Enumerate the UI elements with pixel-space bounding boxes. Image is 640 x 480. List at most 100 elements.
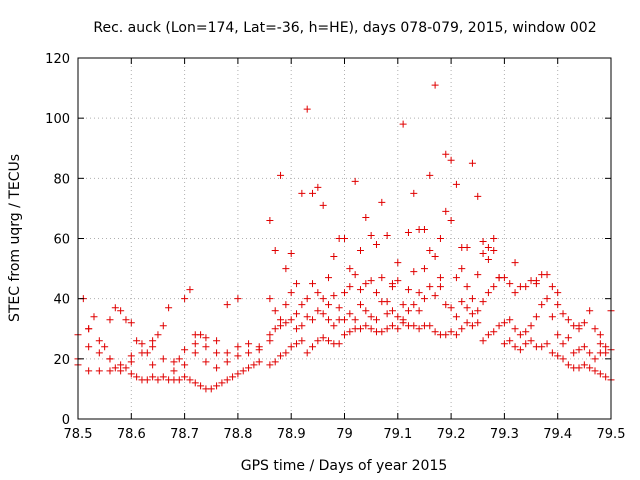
- data-point: [309, 280, 317, 288]
- data-point: [191, 349, 199, 357]
- data-point: [277, 171, 285, 179]
- data-point: [463, 304, 471, 312]
- data-point: [490, 328, 498, 336]
- data-point: [543, 271, 551, 279]
- data-point: [266, 331, 274, 339]
- data-point: [447, 304, 455, 312]
- data-point: [420, 225, 428, 233]
- data-point: [346, 265, 354, 273]
- data-point: [255, 346, 263, 354]
- data-point: [154, 331, 162, 339]
- data-point: [181, 361, 189, 369]
- x-tick-label: 78.7: [170, 427, 199, 442]
- data-point: [511, 343, 519, 351]
- data-point: [191, 340, 199, 348]
- data-point: [463, 319, 471, 327]
- data-point: [554, 352, 562, 360]
- data-point: [314, 289, 322, 297]
- data-point: [420, 265, 428, 273]
- data-point: [559, 340, 567, 348]
- data-point: [506, 337, 514, 345]
- data-point: [138, 349, 146, 357]
- data-point: [575, 346, 583, 354]
- data-point: [85, 343, 93, 351]
- data-point: [250, 361, 258, 369]
- data-point: [207, 385, 215, 393]
- data-point: [159, 373, 167, 381]
- data-point: [559, 355, 567, 363]
- data-point: [420, 295, 428, 303]
- data-point: [564, 316, 572, 324]
- data-point: [522, 283, 530, 291]
- data-point: [372, 289, 380, 297]
- data-point: [580, 343, 588, 351]
- data-point: [554, 289, 562, 297]
- data-point: [415, 307, 423, 315]
- data-point: [266, 361, 274, 369]
- data-point: [580, 361, 588, 369]
- data-point: [202, 334, 210, 342]
- data-point: [490, 283, 498, 291]
- data-point: [341, 331, 348, 339]
- data-point: [175, 376, 183, 384]
- data-point: [490, 235, 498, 242]
- data-point: [356, 247, 364, 255]
- data-point: [564, 361, 572, 369]
- data-point: [394, 313, 402, 321]
- x-tick-label: 79.2: [437, 427, 466, 442]
- data-point: [362, 280, 370, 288]
- data-point: [319, 334, 327, 342]
- data-point: [394, 325, 402, 333]
- data-point: [383, 231, 391, 239]
- data-point: [122, 316, 130, 324]
- data-point: [245, 340, 253, 348]
- data-point: [218, 379, 226, 387]
- data-point: [170, 367, 178, 375]
- data-point: [330, 253, 338, 261]
- data-point: [223, 301, 231, 309]
- data-point: [415, 325, 423, 333]
- y-tick-label: 40: [53, 293, 70, 308]
- data-point: [474, 319, 482, 327]
- data-point: [319, 295, 327, 303]
- data-point: [325, 337, 333, 345]
- data-point: [474, 307, 482, 315]
- data-point: [522, 340, 530, 348]
- data-point: [351, 271, 359, 279]
- data-point: [586, 307, 594, 315]
- data-point: [404, 286, 412, 294]
- data-point: [223, 349, 231, 357]
- data-point: [500, 340, 508, 348]
- data-point: [287, 343, 295, 351]
- data-point: [309, 316, 317, 324]
- data-point: [303, 349, 311, 357]
- data-point: [234, 343, 242, 351]
- data-point: [378, 298, 386, 306]
- data-point: [404, 228, 412, 236]
- data-point: [298, 301, 306, 309]
- data-point: [394, 277, 402, 285]
- data-point: [351, 316, 359, 324]
- data-point: [346, 283, 354, 291]
- data-point: [484, 331, 492, 339]
- data-point: [404, 307, 412, 315]
- data-point: [95, 349, 103, 357]
- data-point: [229, 373, 237, 381]
- data-point: [202, 358, 210, 366]
- data-point: [388, 322, 396, 330]
- data-point: [293, 280, 301, 288]
- data-point: [85, 325, 93, 333]
- data-point: [298, 337, 306, 345]
- data-point: [309, 343, 317, 351]
- data-point: [596, 370, 604, 378]
- data-point: [255, 358, 263, 366]
- data-point: [442, 331, 450, 339]
- data-point: [303, 313, 311, 321]
- data-point: [479, 238, 487, 246]
- data-point: [197, 331, 205, 339]
- data-point: [341, 235, 348, 242]
- data-point: [367, 325, 375, 333]
- data-point: [372, 241, 380, 249]
- data-point: [101, 343, 109, 351]
- data-point: [245, 364, 253, 372]
